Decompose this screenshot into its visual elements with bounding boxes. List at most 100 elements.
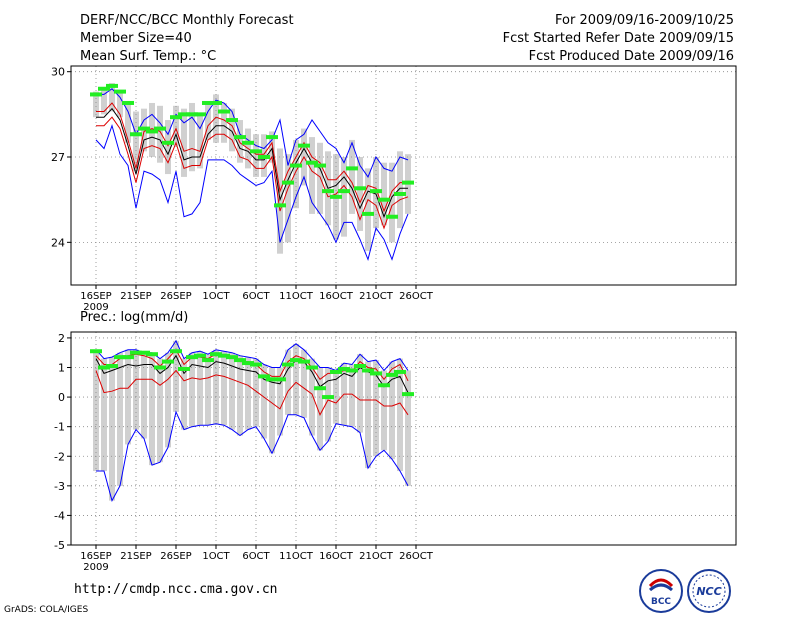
temp-spread-bar	[93, 91, 99, 118]
prec-observed-mark	[242, 361, 254, 366]
prec-observed-mark	[362, 368, 374, 373]
temp-x-tick-label: 21OCT	[359, 291, 394, 302]
temp-spread-bar	[221, 102, 227, 143]
temp-x-tick-label: 26OCT	[399, 291, 434, 302]
prec-series-min	[96, 410, 409, 502]
prec-spread-bar	[317, 367, 323, 451]
prec-observed-mark	[130, 350, 142, 355]
prec-spread-bar	[397, 358, 403, 472]
prec-observed-mark	[258, 374, 270, 379]
prec-spread-bar	[245, 357, 251, 430]
temp-observed-mark	[226, 118, 238, 123]
prec-spread-bar	[261, 364, 267, 439]
prec-spread-bar	[205, 354, 211, 426]
prec-observed-mark	[122, 355, 134, 360]
prec-spread-bar	[117, 352, 123, 486]
temp-x-tick-label: 26SEP	[160, 291, 191, 302]
prec-observed-mark	[106, 364, 118, 369]
prec-observed-mark	[98, 365, 110, 370]
temp-spread-bar	[389, 162, 395, 243]
ncc-logo-text: NCC	[696, 585, 721, 598]
temp-observed-mark	[402, 180, 414, 185]
prec-spread-bar	[325, 367, 331, 442]
prec-y-tick-label: 1	[58, 362, 65, 375]
prec-y-tick-label: 2	[58, 332, 65, 345]
temp-spread-bar	[189, 102, 195, 172]
temp-observed-mark	[266, 135, 278, 140]
prec-observed-mark	[314, 386, 326, 391]
website-url[interactable]: http://cmdp.ncc.cma.gov.cn	[74, 582, 278, 597]
prec-spread-bar	[349, 364, 355, 427]
prec-spread-bar	[269, 367, 275, 454]
temp-observed-mark	[378, 197, 390, 202]
temp-x-tick-label: 16OCT	[319, 291, 354, 302]
prec-observed-mark	[218, 353, 230, 358]
temp-spread-bar	[173, 105, 179, 146]
temp-observed-mark	[154, 126, 166, 131]
prec-spread-bar	[101, 358, 107, 472]
prec-plot-frame	[70, 331, 737, 546]
forecast-produced-date-label: Fcst Produced Date 2009/09/16	[528, 49, 734, 64]
prec-observed-mark	[290, 358, 302, 363]
prec-observed-mark	[330, 369, 342, 374]
temp-spread-bar	[309, 137, 315, 214]
temp-spread-bar	[109, 83, 115, 112]
temp-y-tick-label: 24	[51, 236, 65, 249]
temp-spread-bar	[237, 120, 243, 163]
prec-observed-mark	[210, 352, 222, 357]
prec-spread-bar	[285, 349, 291, 415]
bcc-logo: BCC	[639, 569, 683, 613]
prec-spread-bar	[221, 351, 227, 426]
temp-observed-mark	[234, 135, 246, 140]
prec-y-tick-label: -1	[54, 421, 65, 434]
prec-observed-mark	[234, 358, 246, 363]
temp-observed-mark	[250, 149, 262, 154]
prec-spread-bar	[237, 355, 243, 436]
prec-observed-mark	[250, 362, 262, 367]
temp-observed-mark	[186, 112, 198, 117]
prec-spread-bar	[181, 358, 187, 430]
prec-x-tick-label: 16SEP	[80, 551, 111, 562]
temp-observed-mark	[338, 189, 350, 194]
prec-observed-mark	[298, 359, 310, 364]
temp-observed-mark	[210, 100, 222, 105]
temp-observed-mark	[314, 163, 326, 168]
temp-observed-mark	[146, 129, 158, 134]
temp-observed-mark	[298, 143, 310, 148]
prec-observed-mark	[306, 365, 318, 370]
temp-observed-mark	[306, 160, 318, 165]
prec-observed-mark	[186, 355, 198, 360]
prec-y-tick-label: -2	[54, 450, 65, 463]
prec-x-tick-label: 16OCT	[319, 551, 354, 562]
prec-spread-bar	[405, 370, 411, 486]
temp-spread-bar	[317, 142, 323, 214]
forecast-start-date-label: Fcst Started Refer Date 2009/09/15	[502, 31, 734, 46]
temp-spread-bar	[397, 151, 403, 229]
prec-observed-mark	[370, 371, 382, 376]
grads-credit: GrADS: COLA/IGES	[4, 605, 89, 615]
prec-x-tick-label: 1OCT	[202, 551, 230, 562]
temp-series-mean	[96, 107, 408, 219]
temp-observed-mark	[362, 211, 374, 216]
temp-observed-mark	[218, 109, 230, 114]
temp-spread-bar	[269, 131, 275, 163]
prec-observed-mark	[378, 383, 390, 388]
temp-observed-mark	[202, 100, 214, 105]
temp-observed-mark	[394, 191, 406, 196]
temp-spread-bar	[341, 157, 347, 237]
prec-observed-mark	[154, 365, 166, 370]
prec-observed-mark	[354, 364, 366, 369]
temp-observed-mark	[178, 112, 190, 117]
temp-observed-mark	[130, 132, 142, 137]
temp-year-label: 2009	[83, 302, 108, 313]
prec-observed-mark	[386, 372, 398, 377]
prec-observed-mark	[114, 355, 126, 360]
temp-spread-bar	[349, 139, 355, 214]
ncc-logo: NCC	[687, 569, 731, 613]
prec-spread-bar	[149, 352, 155, 466]
bcc-logo-text: BCC	[651, 597, 671, 607]
temp-spread-bar	[357, 157, 363, 231]
temp-spread-bar	[253, 134, 259, 177]
